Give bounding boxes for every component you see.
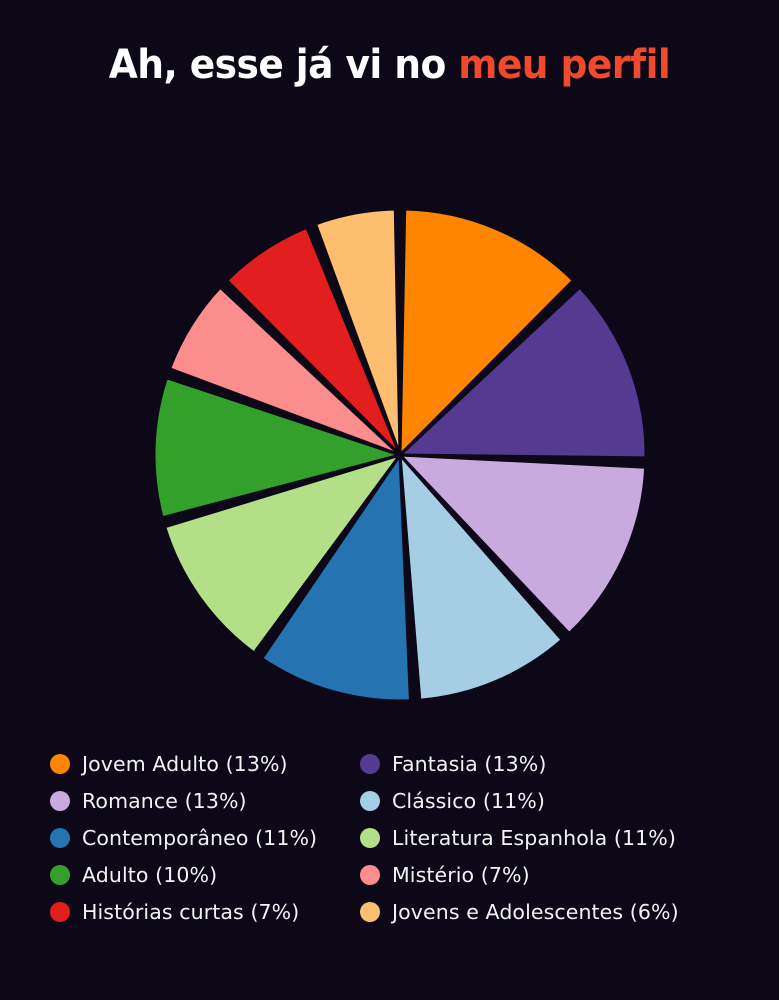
legend-swatch-historias-curtas-icon — [50, 901, 70, 922]
legend-item-fantasia[interactable]: Fantasia (13%) — [360, 752, 546, 776]
legend-label-misterio: Mistério (7%) — [392, 862, 530, 887]
legend-label-fantasia: Fantasia (13%) — [392, 751, 547, 776]
legend-item-contemporaneo[interactable]: Contemporâneo (11%) — [50, 826, 360, 850]
legend-swatch-misterio-icon — [360, 864, 380, 885]
legend-row: Romance (13%) Clássico (11%) — [50, 782, 750, 819]
legend-row: Adulto (10%) Mistério (7%) — [50, 856, 750, 893]
legend-swatch-literatura-espanhola-icon — [360, 827, 380, 848]
legend-swatch-jovens-e-adolescentes-icon — [360, 901, 380, 922]
legend-swatch-fantasia-icon — [360, 753, 380, 774]
legend-item-classico[interactable]: Clássico (11%) — [360, 789, 545, 813]
legend-item-historias-curtas[interactable]: Histórias curtas (7%) — [50, 900, 360, 924]
pie-slice-hist-rias-curtas[interactable] — [225, 225, 402, 457]
pie-slice-literatura-espanhola[interactable] — [163, 453, 402, 655]
page-title: Ah, esse já vi no meu perfil — [23, 44, 755, 86]
legend-item-literatura-espanhola[interactable]: Literatura Espanhola (11%) — [360, 826, 676, 850]
pie-slice-cl-ssico[interactable] — [398, 453, 564, 702]
pie-chart-svg — [152, 207, 648, 703]
legend-item-jovens-e-adolescentes[interactable]: Jovens e Adolescentes (6%) — [360, 900, 679, 924]
legend-item-romance[interactable]: Romance (13%) — [50, 789, 360, 813]
pie-slice-mist-rio[interactable] — [168, 285, 402, 457]
legend-item-jovem-adulto[interactable]: Jovem Adulto (13%) — [50, 752, 360, 776]
pie-slice-jovem-adulto[interactable] — [398, 207, 575, 457]
legend-label-jovens-e-adolescentes: Jovens e Adolescentes (6%) — [392, 899, 679, 924]
title-accent-text: meu perfil — [458, 42, 671, 88]
legend-swatch-adulto-icon — [50, 864, 70, 885]
pie-slice-romance[interactable] — [398, 453, 648, 636]
pie-slice-fantasia[interactable] — [398, 285, 648, 460]
title-plain-text: Ah, esse já vi no — [108, 42, 459, 88]
pie-slice-contempor-neo[interactable] — [260, 453, 412, 703]
legend-label-classico: Clássico (11%) — [392, 788, 545, 813]
legend-label-jovem-adulto: Jovem Adulto (13%) — [82, 751, 288, 776]
legend-label-historias-curtas: Histórias curtas (7%) — [82, 899, 300, 924]
chart-legend: Jovem Adulto (13%) Fantasia (13%) Romance … — [50, 745, 750, 930]
legend-swatch-jovem-adulto-icon — [50, 753, 70, 774]
legend-row: Contemporâneo (11%) Literatura Espanhola … — [50, 819, 750, 856]
legend-item-adulto[interactable]: Adulto (10%) — [50, 863, 360, 887]
pie-slice-jovens-e-adolescentes[interactable] — [314, 207, 402, 457]
legend-label-adulto: Adulto (10%) — [82, 862, 218, 887]
legend-swatch-contemporaneo-icon — [50, 827, 70, 848]
legend-row: Histórias curtas (7%) Jovens e Adolescent… — [50, 893, 750, 930]
pie-chart — [150, 205, 650, 705]
legend-row: Jovem Adulto (13%) Fantasia (13%) — [50, 745, 750, 782]
pie-slice-adulto[interactable] — [152, 376, 402, 520]
legend-item-misterio[interactable]: Mistério (7%) — [360, 863, 530, 887]
legend-label-romance: Romance (13%) — [82, 788, 247, 813]
legend-swatch-classico-icon — [360, 790, 380, 811]
legend-label-contemporaneo: Contemporâneo (11%) — [82, 825, 318, 850]
legend-swatch-romance-icon — [50, 790, 70, 811]
legend-label-literatura-espanhola: Literatura Espanhola (11%) — [392, 825, 676, 850]
